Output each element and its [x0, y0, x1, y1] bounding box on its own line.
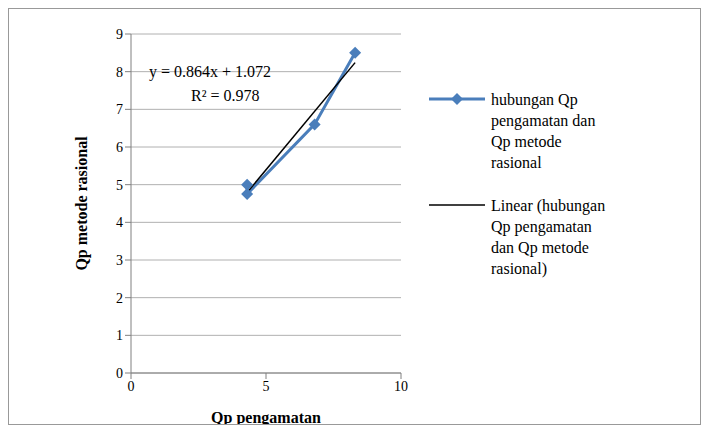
- svg-text:3: 3: [116, 253, 123, 268]
- svg-text:0: 0: [116, 366, 123, 381]
- svg-text:1: 1: [116, 328, 123, 343]
- svg-text:8: 8: [116, 65, 123, 80]
- html-text:hubungan Qp pengamatan dan Qp: hubungan Qp pengamatan dan Qp metode ras…: [491, 91, 596, 171]
- svg-text:5: 5: [263, 379, 270, 394]
- svg-text:0: 0: [128, 379, 135, 394]
- svg-text:4: 4: [116, 215, 123, 230]
- svg-text:Qp pengamatan: Qp pengamatan: [211, 409, 321, 425]
- html-text:Linear (hubungan Qp pengamatan: Linear (hubungan Qp pengamatan dan Qp me…: [491, 197, 606, 277]
- svg-text:10: 10: [394, 379, 408, 394]
- html-text:R² = 0.978: R² = 0.978: [191, 87, 260, 104]
- svg-text:5: 5: [116, 178, 123, 193]
- svg-text:6: 6: [116, 140, 123, 155]
- svg-text:7: 7: [116, 102, 123, 117]
- html-text:y = 0.864x + 1.072: y = 0.864x + 1.072: [149, 63, 271, 80]
- svg-text:2: 2: [116, 291, 123, 306]
- svg-text:Qp metode rasional: Qp metode rasional: [73, 136, 91, 271]
- svg-text:9: 9: [116, 27, 123, 42]
